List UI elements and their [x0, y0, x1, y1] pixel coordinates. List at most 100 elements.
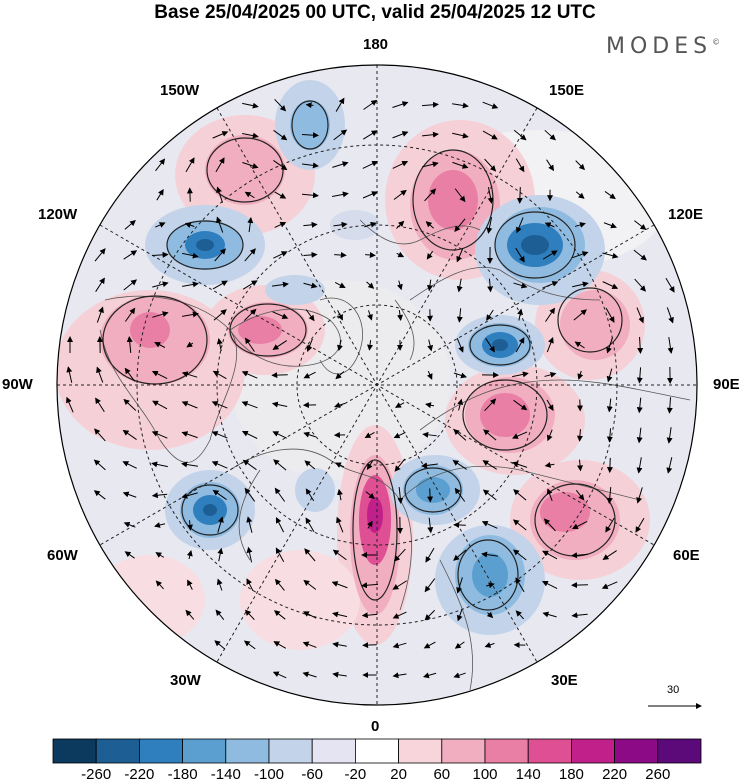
wind-arrow: [452, 102, 469, 109]
wind-arrow: [362, 130, 378, 140]
wind-arrow: [362, 191, 378, 199]
wind-arrow: [426, 279, 433, 292]
wind-arrow: [305, 517, 315, 533]
wind-arrow: [365, 491, 375, 500]
colorbar-tick-label: 100: [472, 766, 498, 783]
wind-arrow: [95, 397, 105, 412]
wind-arrow: [247, 217, 254, 233]
wind-arrow: [96, 366, 104, 383]
wind-arrow: [301, 132, 319, 139]
colorbar-tick-label: -260: [81, 766, 112, 783]
wind-arrow: [241, 401, 258, 409]
modes-logo: MODES©: [606, 34, 720, 59]
wind-arrow: [636, 397, 643, 414]
wind-arrow: [334, 252, 347, 259]
lon-label-90e: 90E: [713, 376, 740, 393]
lon-label-60e: 60E: [673, 547, 700, 564]
wind-arrow: [366, 281, 375, 289]
wind-arrow: [156, 188, 164, 201]
wind-arrow: [364, 432, 375, 439]
wind-arrow: [481, 521, 498, 529]
wind-arrow: [575, 191, 585, 199]
wind-arrow: [515, 247, 525, 263]
wind-arrow: [511, 431, 528, 439]
colorbar-swatch: [441, 738, 486, 764]
wind-arrow: [545, 307, 556, 322]
wind-arrow: [332, 671, 347, 678]
wind-arrow: [215, 609, 225, 621]
wind-arrow: [515, 610, 525, 620]
wind-arrow: [334, 282, 346, 289]
wind-arrow: [513, 489, 527, 501]
wind-arrow: [396, 280, 403, 291]
wind-arrow: [486, 217, 493, 234]
wind-arrow: [243, 308, 257, 321]
lon-label-150w: 150W: [160, 82, 200, 99]
wind-arrow: [546, 429, 553, 442]
wind-arrow: [126, 336, 133, 354]
wind-arrow: [185, 157, 195, 173]
brand-mark: ©: [712, 37, 721, 47]
wind-arrow: [606, 486, 613, 504]
wind-arrow: [246, 516, 253, 533]
wind-arrow: [456, 278, 463, 293]
wind-arrow: [332, 161, 349, 168]
wind-arrow: [393, 548, 406, 562]
wind-arrow: [427, 339, 434, 352]
wind-arrow: [95, 277, 105, 292]
wind-arrow: [217, 516, 224, 533]
wind-arrow: [332, 611, 348, 618]
wind-arrow: [186, 520, 193, 531]
wind-arrow: [512, 549, 527, 561]
wind-arrow: [361, 612, 378, 619]
wind-arrow: [454, 641, 465, 649]
wind-arrow: [273, 641, 287, 649]
wind-arrow: [151, 431, 168, 439]
wind-arrow: [485, 338, 495, 353]
wind-arrow: [333, 221, 348, 228]
colorbar-swatch: [268, 738, 313, 764]
wind-arrow: [606, 457, 613, 474]
colorbar-swatch: [225, 738, 270, 764]
wind-arrow: [275, 516, 285, 533]
wind-arrow: [486, 582, 495, 589]
wind-vectors: [66, 97, 675, 679]
wind-arrow: [577, 459, 584, 472]
wind-arrow: [512, 461, 528, 468]
wind-arrow: [667, 337, 674, 354]
wind-arrow: [274, 487, 286, 502]
wind-arrow: [426, 250, 434, 260]
colorbar-swatch: [95, 738, 140, 764]
wind-arrow: [273, 610, 286, 620]
wind-arrow: [544, 222, 555, 228]
wind-arrow: [96, 306, 104, 323]
wind-arrow: [154, 342, 166, 348]
colorbar-tick-label: 220: [602, 766, 628, 783]
wind-arrow: [636, 487, 643, 504]
wind-arrow: [484, 158, 497, 172]
wind-arrow: [512, 371, 529, 378]
wind-arrow: [397, 309, 403, 321]
wind-arrow: [487, 187, 494, 204]
wind-arrow: [271, 401, 288, 408]
wind-arrow: [666, 457, 673, 474]
wind-arrow: [634, 278, 646, 292]
wind-arrow: [572, 281, 589, 288]
graticule: [57, 65, 697, 705]
wind-arrow: [272, 671, 287, 679]
wind-arrow: [181, 371, 198, 378]
wind-arrow: [151, 492, 168, 499]
wind-arrow: [602, 550, 617, 560]
wind-arrow: [453, 521, 466, 528]
wind-arrow: [392, 580, 408, 590]
colorbar-swatch: [657, 738, 702, 764]
wind-arrow: [214, 248, 226, 262]
wind-arrow: [274, 221, 287, 228]
wind-arrow: [486, 309, 494, 321]
wind-arrow: [634, 220, 647, 231]
wind-arrow: [633, 249, 647, 261]
wind-arrow: [606, 428, 613, 443]
wind-arrow: [304, 460, 316, 470]
wind-arrow: [422, 672, 437, 679]
wind-arrow: [544, 371, 557, 378]
